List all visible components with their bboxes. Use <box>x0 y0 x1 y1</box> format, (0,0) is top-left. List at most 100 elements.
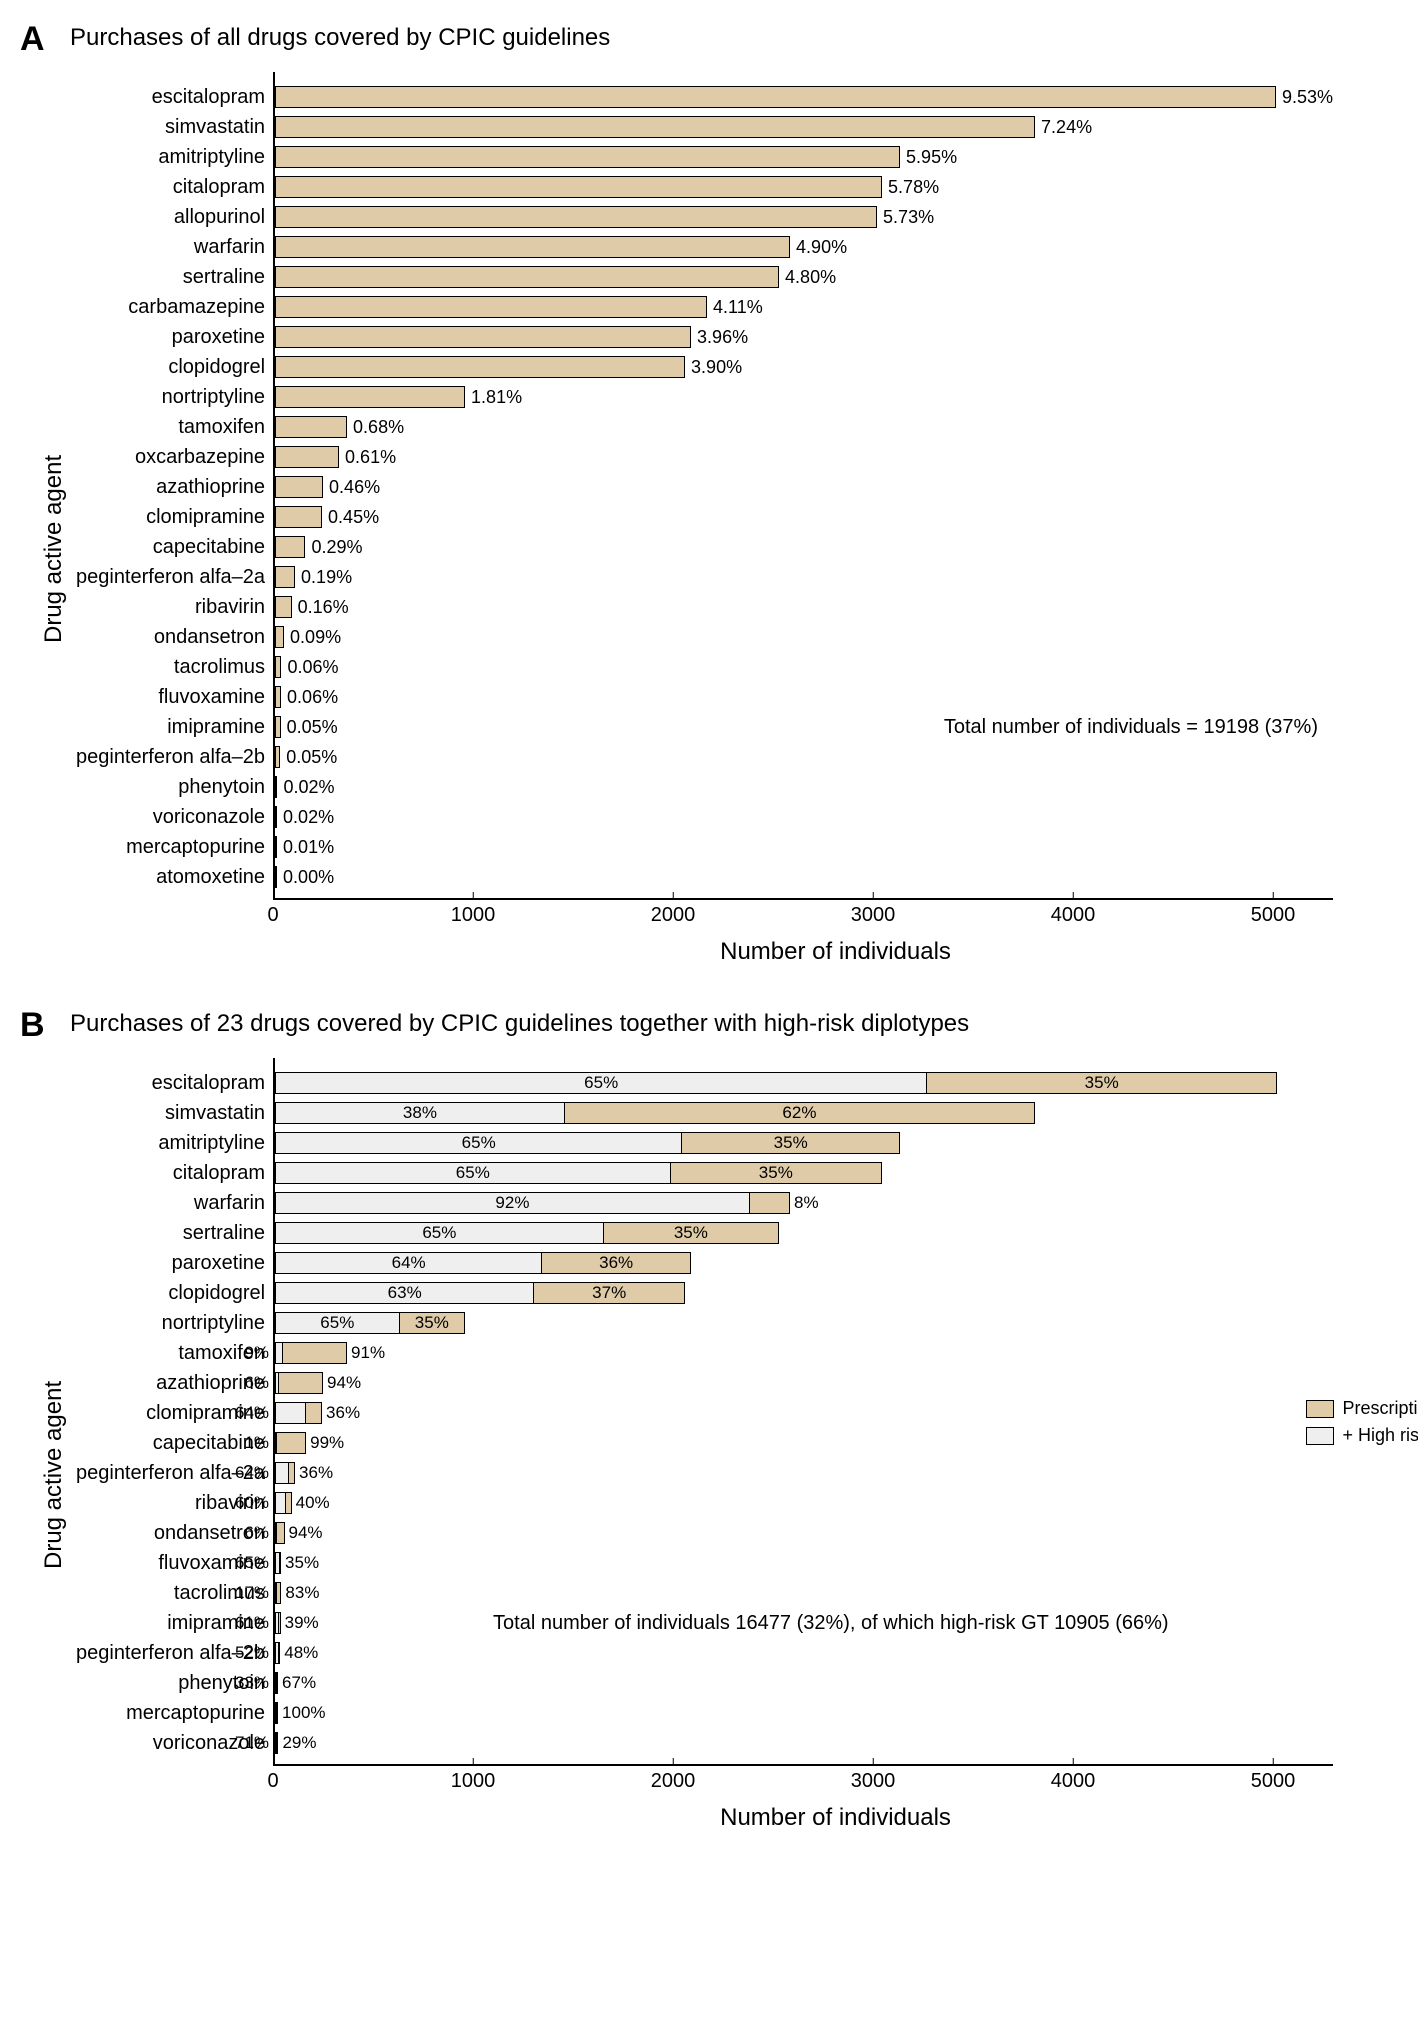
panel-b: B Purchases of 23 drugs covered by CPIC … <box>20 1006 1398 1832</box>
bar-pct-label: 0.01% <box>283 837 334 858</box>
bar-row: 64% 36% <box>275 1248 1333 1278</box>
bar-segment-prescription <box>282 1342 348 1364</box>
bar-segment-prescription <box>305 1402 322 1424</box>
bar-segment-highrisk: 65% <box>275 1072 926 1094</box>
bar-segment-highrisk: 65% <box>275 1162 670 1184</box>
hr-pct-label: 1% <box>244 1433 269 1453</box>
xtick-label: 2000 <box>651 1770 696 1793</box>
bar-segment-prescription: 35% <box>926 1072 1277 1094</box>
drug-label: tamoxifen <box>76 412 273 442</box>
drug-label: imipramine <box>76 712 273 742</box>
hr-pct-label: 33% <box>235 1673 269 1693</box>
bar-pct-label: 0.19% <box>301 567 352 588</box>
hr-pct-label: 65% <box>422 1223 456 1243</box>
xtick-label: 3000 <box>851 904 896 927</box>
drug-label: sertraline <box>76 1218 273 1248</box>
hr-pct-label: 9% <box>244 1343 269 1363</box>
bar-row: 17%83% <box>275 1578 1333 1608</box>
bar-row: 100% <box>275 1698 1333 1728</box>
pr-pct-label: 36% <box>599 1253 633 1273</box>
hr-pct-label: 6% <box>244 1523 269 1543</box>
pr-pct-label: 35% <box>285 1553 319 1573</box>
bar <box>275 266 779 288</box>
bar-segment-highrisk: 64% <box>275 1252 541 1274</box>
hr-pct-label: 38% <box>403 1103 437 1123</box>
bar <box>275 746 280 768</box>
drug-label: simvastatin <box>76 112 273 142</box>
hr-pct-label: 60% <box>235 1493 269 1513</box>
drug-label: clopidogrel <box>76 352 273 382</box>
bar-row: 52%48% <box>275 1638 1333 1668</box>
hr-pct-label: 65% <box>320 1313 354 1333</box>
drug-label: peginterferon alfa–2b <box>76 742 273 772</box>
drug-label: amitriptyline <box>76 142 273 172</box>
bar-row: 65%35% <box>275 1158 1333 1188</box>
hr-pct-label: 52% <box>235 1643 269 1663</box>
drug-label: phenytoin <box>76 772 273 802</box>
bar-pct-label: 0.06% <box>287 687 338 708</box>
pr-pct-label: 100% <box>282 1703 325 1723</box>
bar-segment-prescription <box>276 1432 306 1454</box>
bar-row: 0.19% <box>275 562 1333 592</box>
bar <box>275 176 882 198</box>
bar-segment-prescription: 35% <box>681 1132 900 1154</box>
bar-segment-prescription <box>276 1522 284 1544</box>
drug-label: citalopram <box>76 1158 273 1188</box>
hr-pct-label: 71% <box>235 1733 269 1753</box>
drug-label: tacrolimus <box>76 652 273 682</box>
panel-b-annotation: Total number of individuals 16477 (32%),… <box>493 1612 1169 1635</box>
drug-label: ribavirin <box>76 592 273 622</box>
hr-pct-label: 17% <box>235 1583 269 1603</box>
bar <box>275 506 322 528</box>
drug-label: nortriptyline <box>76 382 273 412</box>
drug-label: warfarin <box>76 1188 273 1218</box>
bar-pct-label: 0.09% <box>290 627 341 648</box>
bar-row: 0.00% <box>275 862 1333 892</box>
drug-label: warfarin <box>76 232 273 262</box>
panel-a-letter: A <box>20 20 45 59</box>
bar <box>275 836 277 858</box>
pr-pct-label: 67% <box>282 1673 316 1693</box>
bar <box>275 206 877 228</box>
pr-pct-label: 8% <box>794 1193 819 1213</box>
pr-pct-label: 35% <box>1085 1073 1119 1093</box>
bar <box>275 566 295 588</box>
bar-segment-prescription: 37% <box>533 1282 685 1304</box>
xtick-label: 5000 <box>1251 904 1296 927</box>
bar-segment-highrisk: 63% <box>275 1282 533 1304</box>
legend-item: Prescription <box>1306 1398 1418 1419</box>
bar <box>275 536 305 558</box>
xtick-label: 4000 <box>1051 1770 1096 1793</box>
bar-pct-label: 0.02% <box>283 807 334 828</box>
bar-row: 5.73% <box>275 202 1333 232</box>
bar <box>275 716 281 738</box>
bar <box>275 686 281 708</box>
bar-pct-label: 3.90% <box>691 357 742 378</box>
bar-pct-label: 0.68% <box>353 417 404 438</box>
hr-pct-label: 6% <box>244 1373 269 1393</box>
drug-label: atomoxetine <box>76 862 273 892</box>
xtick-label: 3000 <box>851 1770 896 1793</box>
bar-segment-prescription: 35% <box>603 1222 779 1244</box>
bar-pct-label: 0.61% <box>345 447 396 468</box>
bar-segment-highrisk <box>275 1462 288 1484</box>
bar-row: 1.81% <box>275 382 1333 412</box>
bar-pct-label: 4.90% <box>796 237 847 258</box>
bar-segment-prescription <box>279 1552 281 1574</box>
pr-pct-label: 40% <box>296 1493 330 1513</box>
bar-segment-prescription <box>278 1372 323 1394</box>
drug-label: ondansetron <box>76 622 273 652</box>
bar-segment-prescription <box>285 1492 292 1514</box>
drug-label: peginterferon alfa–2a <box>76 562 273 592</box>
panel-a: A Purchases of all drugs covered by CPIC… <box>20 20 1398 966</box>
bar-pct-label: 0.05% <box>286 747 337 768</box>
panel-b-ylabel: Drug active agent <box>40 1058 68 1832</box>
panel-b-title: Purchases of 23 drugs covered by CPIC gu… <box>70 1006 1398 1038</box>
bar <box>275 446 339 468</box>
bar-row: 0.09% <box>275 622 1333 652</box>
bar <box>275 596 292 618</box>
hr-pct-label: 65% <box>235 1553 269 1573</box>
bar-row: 0.02% <box>275 802 1333 832</box>
bar-segment-prescription: 35% <box>670 1162 882 1184</box>
bar-pct-label: 0.16% <box>298 597 349 618</box>
